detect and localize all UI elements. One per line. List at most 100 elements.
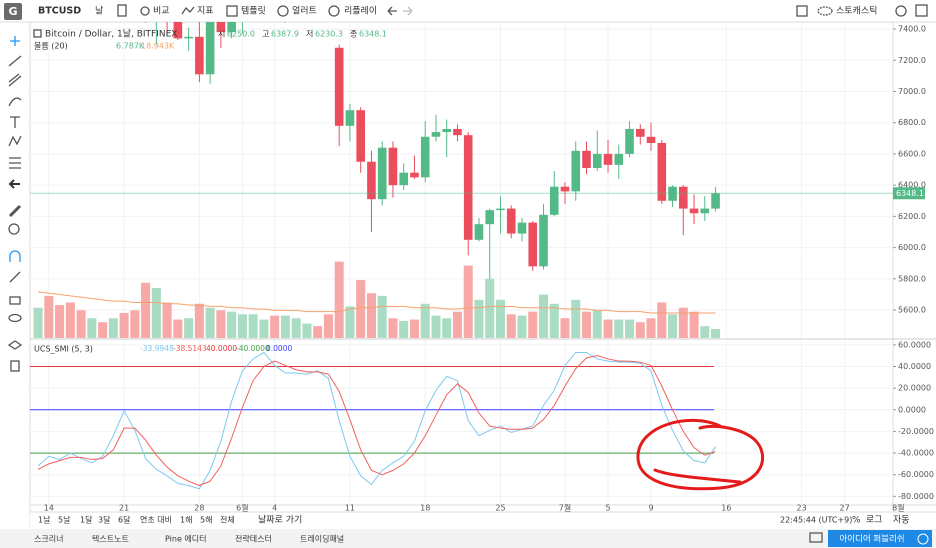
candle-body [184,36,193,39]
zoom-tool[interactable] [8,223,20,235]
panel-tab[interactable]: 텍스트노트 [92,534,129,544]
volume-bar [431,315,441,338]
panel-tab[interactable]: 트레이딩패널 [300,534,344,544]
volume-bar [119,312,129,338]
range-button[interactable]: 연초 대비 [140,516,172,525]
cloud-icon [817,6,833,16]
candle-body [216,22,226,33]
candle-icon[interactable] [117,4,127,17]
fullscreen-icon[interactable] [915,4,928,17]
x-tick-label: 9 [648,504,653,513]
replay-icon [328,5,340,17]
eye-tool[interactable] [8,313,22,323]
volume-bar [237,314,247,338]
volume-ma-value: 18.943K [141,42,175,51]
y-tick-label: -60.0000 [898,470,934,479]
range-button[interactable]: 전체 [220,515,235,525]
logo-letter: G [8,5,17,18]
symbol[interactable]: BTCUSD [38,6,81,17]
range-button[interactable]: 3달 [98,516,111,525]
x-tick-label: 16 [721,504,731,513]
range-button[interactable]: 5날 [58,515,71,525]
ruler-tool[interactable] [8,204,22,218]
pitchfork-tool[interactable] [8,73,22,87]
range-button[interactable]: 1날 [38,515,51,525]
draw-lock[interactable] [9,271,21,283]
auto-toggle[interactable]: 자동 [893,515,910,526]
collapse-icon[interactable] [33,29,42,38]
templates[interactable]: 템플릿 [241,5,266,17]
candle-body [678,186,688,209]
text-tool[interactable] [10,116,20,128]
checkbox[interactable] [796,5,808,17]
lock-tool[interactable] [9,296,21,305]
candle-body [420,136,430,178]
volume-bar [280,315,290,338]
layers-tool[interactable] [7,340,23,350]
candle-body [528,222,538,267]
crosshair-tool[interactable] [10,36,20,46]
redo-icon[interactable] [403,6,413,16]
volume-bar [313,326,323,338]
y-tick-label: 7000.0 [898,87,926,96]
volume-bar [98,322,108,338]
volume-bar [216,310,226,338]
fib-tool[interactable] [9,157,21,169]
volume-bar [485,278,495,338]
y-tick-label: 5600.0 [898,306,926,315]
x-tick-label: 23 [796,504,806,513]
panel-tab[interactable]: 스크리너 [34,534,63,544]
log-toggle[interactable]: 로그 [866,516,883,526]
line-tool[interactable] [8,55,22,67]
replay[interactable]: 리플레이 [344,6,377,17]
ohlc-prefix: 저 [306,30,313,39]
y-tick-label: -40.0000 [898,449,934,458]
volume-bar [33,307,43,338]
volume-bar [377,295,387,338]
indicators[interactable]: 지표 [197,6,214,17]
volume-bar [463,265,473,338]
volume-bar [334,261,344,338]
settings-icon[interactable] [895,5,907,17]
candle-body [345,110,355,126]
volume-bar [259,319,269,338]
volume-bar [366,293,376,338]
compare[interactable]: 비교 [153,6,170,17]
study[interactable]: 스토캐스틱 [836,5,877,17]
candle-body [388,147,398,186]
range-button[interactable]: 1해 [180,515,192,525]
logo[interactable] [4,3,22,20]
panel-tab[interactable]: 전략테스터 [235,534,272,544]
panel-tab[interactable]: Pine 에디터 [165,535,207,544]
percent-toggle[interactable]: % [852,516,861,526]
x-tick-label: 4 [272,504,277,513]
y-tick-label: 6800.0 [898,118,926,127]
volume-bar [560,318,570,338]
last-price-label: 6348.1 [896,189,924,198]
volume-bar [442,318,452,338]
candle-body [506,208,516,234]
pattern-tool[interactable] [8,135,22,147]
camera-icon[interactable] [809,532,823,543]
alerts[interactable]: 얼러트 [292,6,317,17]
brush-tool[interactable] [8,97,22,107]
annotation-stroke [653,468,742,484]
magnet-tool[interactable] [9,250,21,262]
range-button[interactable]: 6달 [118,516,131,525]
volume-bar [452,311,462,338]
range-button[interactable]: 5해 [200,515,212,525]
candle-body [453,128,462,136]
candle-body [603,153,613,165]
trash-tool[interactable] [10,360,20,372]
goto-date[interactable]: 날짜로 가기 [258,515,302,526]
volume-bar [581,311,592,338]
candle-body [205,22,215,75]
publish-button[interactable] [828,530,932,547]
candle-body [227,22,236,33]
back-tool[interactable] [8,179,20,189]
candle-body [646,136,656,143]
oscillator-value: -38.5143 [173,344,207,353]
undo-icon[interactable] [387,6,397,16]
range-button[interactable]: 1달 [80,516,93,525]
interval[interactable]: 날 [95,6,103,17]
